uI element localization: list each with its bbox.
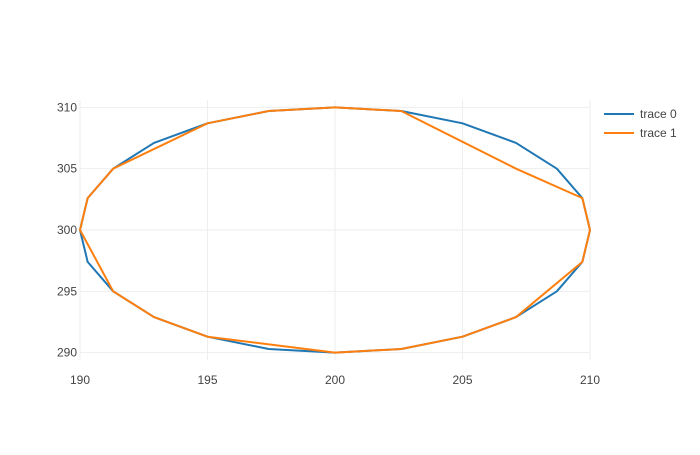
trace-layer <box>79 106 591 354</box>
y-tick-label: 305 <box>57 162 77 176</box>
y-axis-ticks: 290 295 300 305 310 <box>57 100 77 359</box>
y-tick-label: 310 <box>57 100 77 114</box>
x-tick-label: 210 <box>580 373 600 387</box>
x-tick-label: 195 <box>197 373 217 387</box>
legend-label: trace 0 <box>640 107 677 121</box>
x-tick-label: 200 <box>325 373 345 387</box>
legend[interactable]: trace 0 trace 1 <box>604 107 677 140</box>
series-line-trace-1[interactable] <box>79 106 591 354</box>
legend-label: trace 1 <box>640 126 677 140</box>
legend-item-trace-1[interactable]: trace 1 <box>604 126 677 140</box>
x-tick-label: 205 <box>452 373 472 387</box>
legend-item-trace-0[interactable]: trace 0 <box>604 107 677 121</box>
y-tick-label: 300 <box>57 223 77 237</box>
y-tick-label: 295 <box>57 284 77 298</box>
y-tick-label: 290 <box>57 346 77 360</box>
x-axis-ticks: 190 195 200 205 210 <box>70 373 600 387</box>
x-tick-label: 190 <box>70 373 90 387</box>
